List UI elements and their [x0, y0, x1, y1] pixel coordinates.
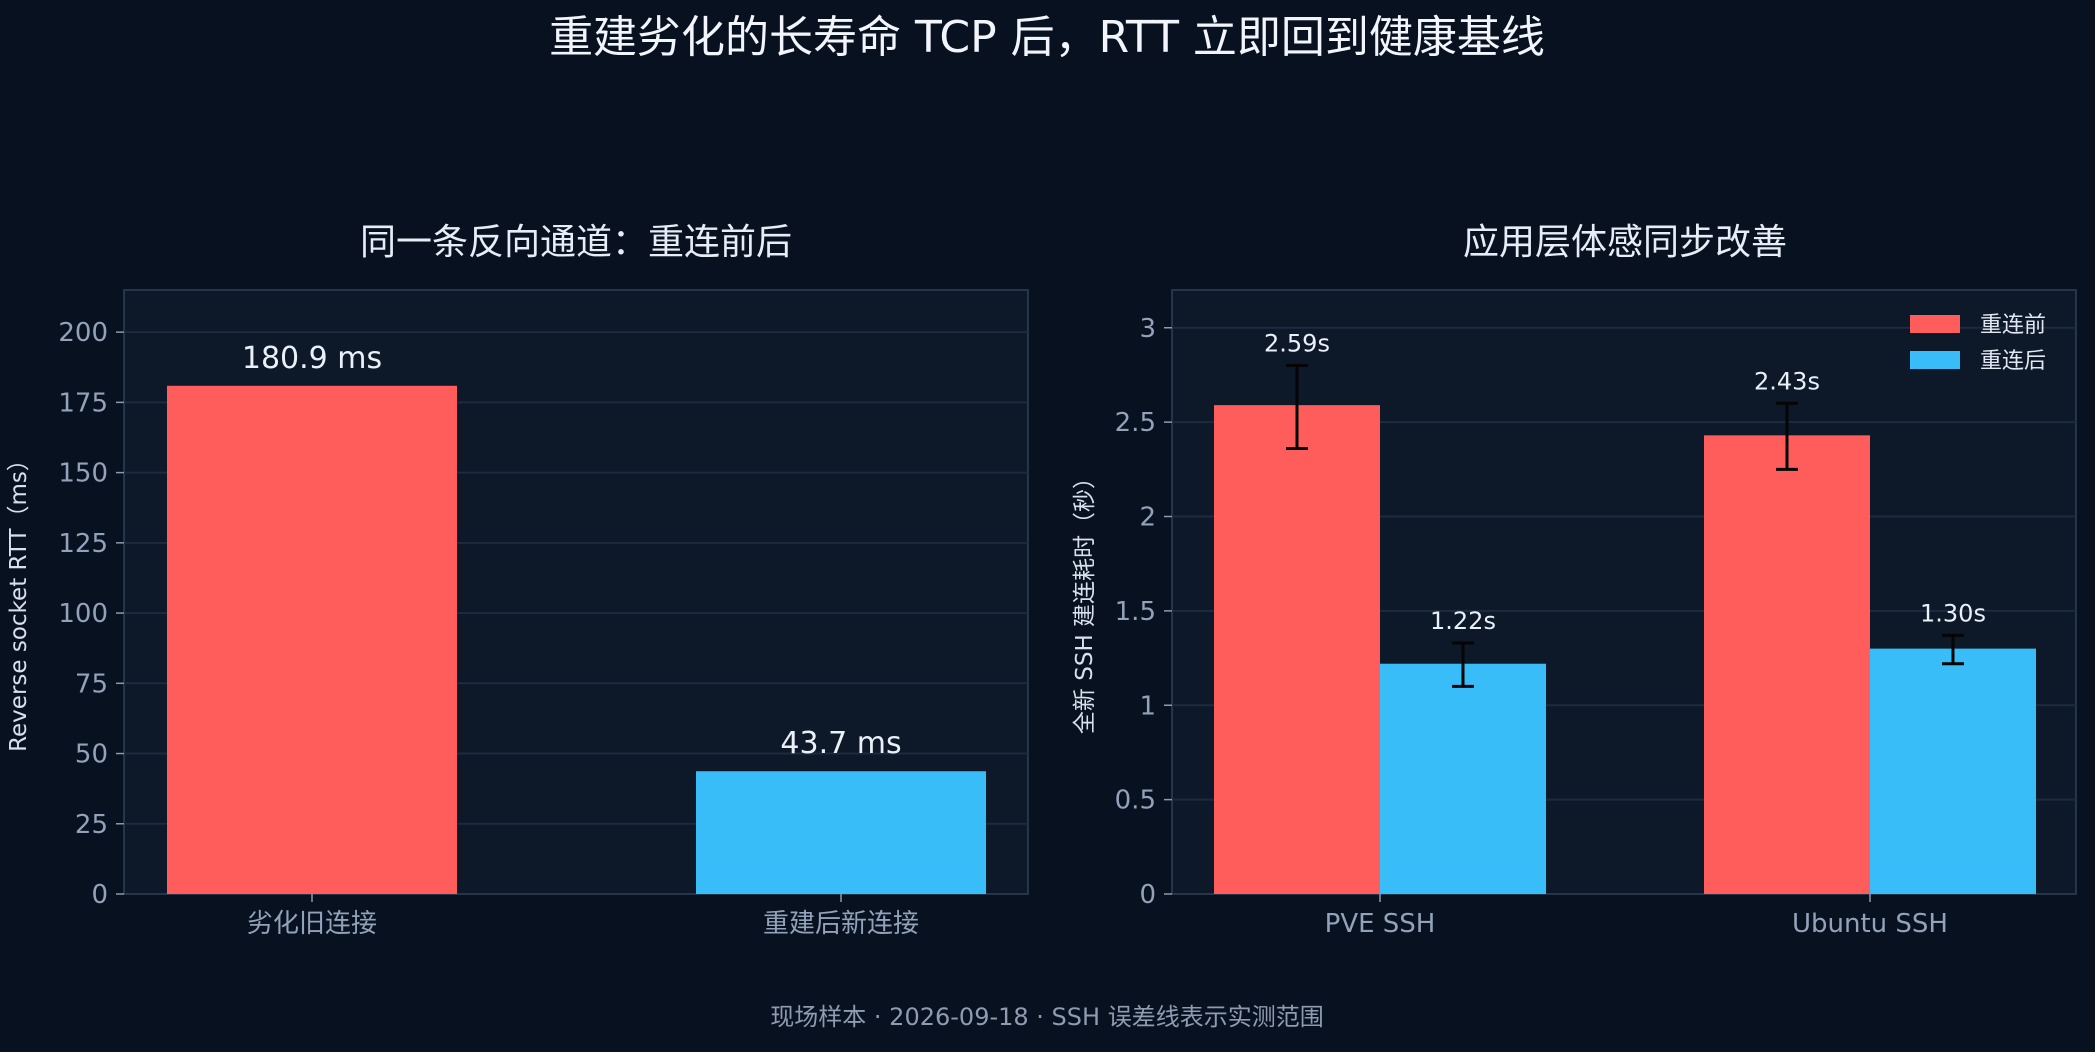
y-axis-tick-label: 1 [1139, 691, 1156, 721]
bar-before-reconnect [1704, 435, 1870, 894]
y-axis-tick-label: 0.5 [1115, 786, 1156, 816]
left-bar-chart: 同一条反向通道：重连前后 0 25 50 75 100 125 150 175 200 Revers… [6, 222, 1029, 939]
bar-rebuilt-new-connection [696, 771, 986, 894]
y-axis-tick-label: 25 [75, 810, 108, 840]
y-axis-tick-label: 200 [58, 318, 108, 348]
x-axis-tick-label: 劣化旧连接 [247, 909, 377, 939]
legend-label-after: 重连后 [1980, 349, 2046, 374]
y-axis-tick-label: 1.5 [1115, 597, 1156, 627]
bar-value-label: 1.22s [1430, 607, 1496, 635]
y-axis-label: 全新 SSH 建连耗时（秒） [1072, 466, 1098, 734]
panel-title: 应用层体感同步改善 [1463, 222, 1787, 263]
bar-value-label: 2.59s [1264, 330, 1330, 358]
bar-after-reconnect [1870, 648, 2036, 894]
right-grouped-bar-chart: 应用层体感同步改善 0 0.5 1 1.5 2 2.5 3 全新 SSH 建连耗时（秒） 2.59… [1072, 222, 2077, 939]
y-axis-tick-label: 75 [75, 669, 108, 699]
legend-swatch-after [1910, 351, 1960, 369]
y-axis-tick-label: 175 [58, 388, 108, 418]
bar-value-label: 2.43s [1754, 367, 1820, 395]
bar-value-label: 180.9 ms [242, 341, 382, 376]
x-axis-tick-label: Ubuntu SSH [1792, 909, 1948, 939]
bar-value-label: 1.30s [1920, 599, 1986, 627]
figure-title: 重建劣化的长寿命 TCP 后，RTT 立即回到健康基线 [549, 12, 1545, 63]
y-axis-tick-label: 125 [58, 529, 108, 559]
bar-degraded-old-connection [167, 385, 457, 894]
bar-value-label: 43.7 ms [780, 726, 901, 761]
legend-swatch-before [1910, 315, 1960, 333]
y-axis-tick-label: 2.5 [1115, 408, 1156, 438]
x-axis-tick-label: 重建后新连接 [763, 909, 919, 939]
y-axis-tick-label: 100 [58, 599, 108, 629]
panel-title: 同一条反向通道：重连前后 [360, 222, 792, 263]
y-axis-tick-label: 50 [75, 740, 108, 770]
y-axis-tick-label: 0 [91, 880, 108, 910]
x-axis-tick-label: PVE SSH [1325, 909, 1436, 939]
bar-before-reconnect [1214, 405, 1380, 894]
bar-after-reconnect [1380, 663, 1546, 894]
y-axis-tick-label: 2 [1139, 503, 1156, 533]
y-axis-label: Reverse socket RTT（ms） [6, 448, 32, 752]
y-axis-tick-label: 3 [1139, 314, 1156, 344]
figure-footer: 现场样本 · 2026-09-18 · SSH 误差线表示实测范围 [770, 1003, 1323, 1031]
legend-label-before: 重连前 [1980, 313, 2046, 338]
y-axis-tick-label: 150 [58, 459, 108, 489]
y-axis-tick-label: 0 [1139, 880, 1156, 910]
